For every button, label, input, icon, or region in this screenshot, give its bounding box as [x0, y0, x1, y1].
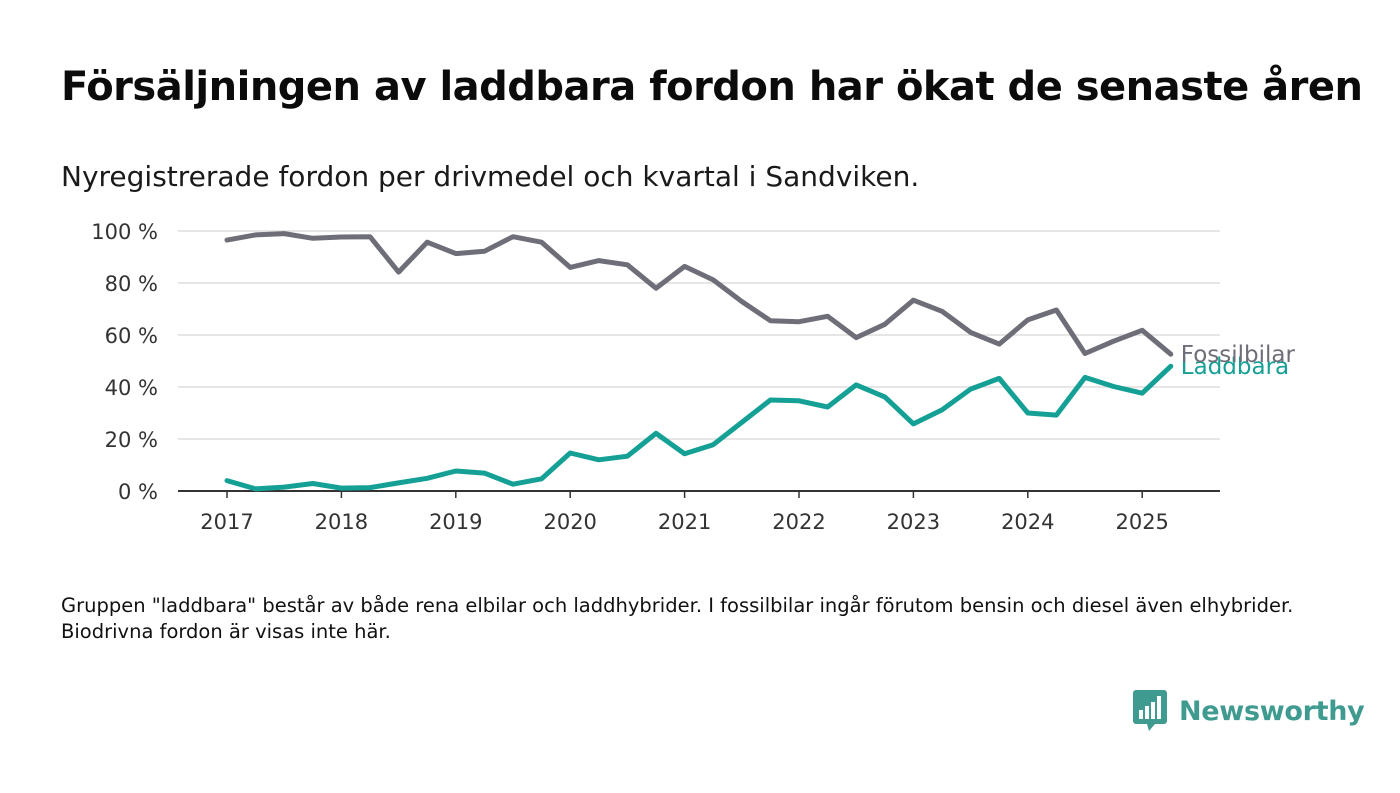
footnote: Gruppen "laddbara" består av både rena e…: [61, 594, 1294, 643]
y-axis-ticks: 0 % 20 % 40 % 60 % 80 % 100 %: [91, 220, 158, 504]
y-tick-label: 60 %: [105, 324, 158, 348]
x-tick-label: 2022: [772, 510, 825, 534]
y-tick-label: 20 %: [105, 428, 158, 452]
x-tick-label: 2017: [200, 510, 253, 534]
chart-subtitle: Nyregistrerade fordon per drivmedel och …: [61, 160, 920, 193]
y-tick-label: 80 %: [105, 272, 158, 296]
series-label-fossilbilar: Fossilbilar: [1181, 342, 1296, 368]
chart-title: Försäljningen av laddbara fordon har öka…: [61, 64, 1363, 110]
x-axis-ticks: 2017 2018 2019 2020 2021 2022 2023 2024 2025: [200, 491, 1169, 534]
series-lines: [224, 231, 1174, 492]
x-tick-label: 2025: [1115, 510, 1168, 534]
x-tick-label: 2018: [315, 510, 368, 534]
x-tick-label: 2020: [543, 510, 596, 534]
y-tick-label: 100 %: [91, 220, 158, 244]
series-label-laddbara: Laddbara: [1181, 354, 1289, 380]
series-line-fossilbilar: [224, 231, 1174, 357]
x-tick-label: 2019: [429, 510, 482, 534]
bar-chart-speech-bubble-icon: [1133, 690, 1167, 731]
series-line-laddbara: [224, 363, 1174, 492]
brand-name: Newsworthy: [1179, 695, 1365, 727]
x-tick-label: 2024: [1001, 510, 1054, 534]
brand-logo: Newsworthy: [1133, 690, 1365, 732]
x-tick-label: 2021: [658, 510, 711, 534]
line-chart: 0 % 20 % 40 % 60 % 80 % 100 % 2017 2018 2019 202…: [91, 220, 1296, 534]
x-tick-label: 2023: [887, 510, 940, 534]
y-tick-label: 0 %: [118, 480, 158, 504]
y-gridlines: [178, 230, 1220, 440]
y-tick-label: 40 %: [105, 376, 158, 400]
